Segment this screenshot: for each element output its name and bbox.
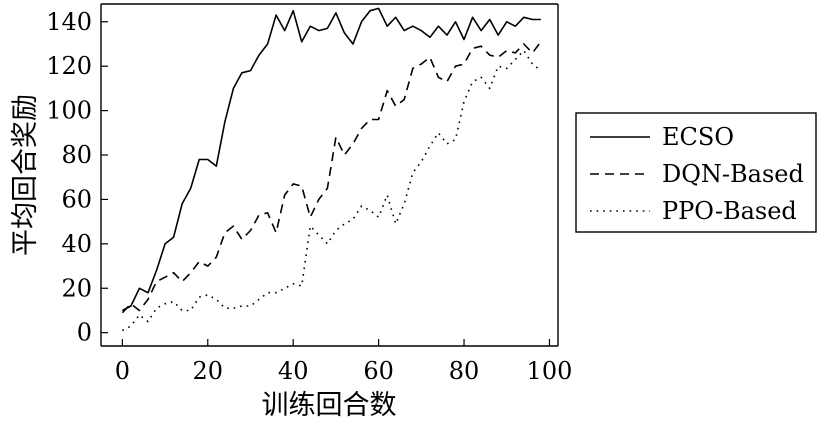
series-line-ppo-based [122,49,542,332]
x-ticks: 0 20 40 60 80 100 [115,339,573,385]
y-axis-title: 平均回合奖励 [10,94,41,256]
x-tick-label: 20 [193,357,224,385]
x-axis-title: 训练回合数 [262,390,397,421]
y-tick-label: 100 [46,97,92,125]
x-tick-label: 0 [115,357,130,385]
legend-label: DQN-Based [662,160,804,188]
x-tick-label: 60 [363,357,394,385]
plot-area [100,3,559,347]
y-tick-label: 140 [46,8,92,36]
series-line-ecso [122,7,541,312]
series-layer [121,7,542,332]
legend-label: ECSO [662,123,734,151]
x-tick-label: 80 [449,357,480,385]
y-ticks: 0 20 40 60 80 100 120 140 [46,8,108,347]
x-tick-label: 40 [278,357,309,385]
y-tick-label: 120 [46,52,92,80]
y-tick-label: 0 [77,319,92,347]
y-tick-label: 20 [61,274,92,302]
legend: ECSO DQN-Based PPO-Based [575,112,817,233]
y-tick-label: 60 [61,185,92,213]
legend-box [575,112,817,233]
y-tick-label: 80 [61,141,92,169]
x-tick-label: 100 [527,357,573,385]
legend-label: PPO-Based [662,197,797,225]
series-line-dqn-based [121,41,542,314]
y-tick-label: 40 [61,230,92,258]
